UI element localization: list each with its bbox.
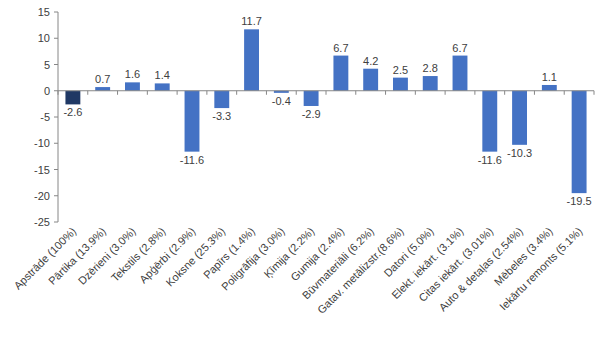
bar: [155, 83, 170, 90]
data-label: 2.8: [423, 62, 438, 74]
bars: [65, 29, 586, 193]
data-label: 6.7: [452, 42, 467, 54]
y-tick: [54, 117, 58, 118]
chart-container: -25 -20 -15 -10 -5 0 5 10 15 -2.6 0.7 1.6 1.4 -11.6 -3…: [0, 0, 600, 344]
x-tick: [326, 91, 327, 95]
data-label: 1.4: [155, 69, 170, 81]
x-tick: [445, 91, 446, 95]
bar: [333, 56, 348, 91]
x-tick: [236, 91, 237, 95]
bar: [482, 91, 497, 152]
x-tick: [385, 91, 386, 95]
x-tick: [147, 91, 148, 95]
x-tick: [415, 91, 416, 95]
data-label: -10.3: [507, 147, 532, 159]
bar: [125, 82, 140, 90]
x-tick: [296, 91, 297, 95]
x-tick-label: Iekārtu remonts (5.1%): [497, 225, 585, 313]
bar: [65, 91, 80, 105]
x-tick: [474, 91, 475, 95]
x-tick: [177, 91, 178, 95]
bar: [423, 76, 438, 91]
data-label: -2.9: [302, 108, 321, 120]
y-tick: [54, 12, 58, 13]
x-tick: [87, 91, 88, 95]
x-tick: [355, 91, 356, 95]
data-label: 4.2: [363, 55, 378, 67]
bar: [542, 85, 557, 91]
data-label: 11.7: [241, 15, 262, 27]
data-label: 2.5: [393, 64, 408, 76]
data-label: -3.3: [212, 110, 231, 122]
y-tick: [54, 64, 58, 65]
data-label: -2.6: [63, 106, 82, 118]
bar: [512, 91, 527, 145]
x-tick: [266, 91, 267, 95]
y-tick-label: -25: [34, 216, 50, 228]
y-tick-label: 0: [44, 85, 50, 97]
bar: [244, 29, 259, 90]
bar: [214, 91, 229, 108]
bar: [363, 69, 378, 91]
data-label: -11.6: [478, 154, 502, 166]
y-tick-label: -15: [34, 164, 50, 176]
y-tick-label: -5: [40, 111, 50, 123]
data-label: -0.4: [272, 95, 291, 107]
x-tick-label: Ķīmija (2.2%): [261, 225, 316, 280]
y-tick: [54, 143, 58, 144]
y-tick-label: 10: [38, 32, 50, 44]
y-tick: [54, 38, 58, 39]
y-tick: [54, 222, 58, 223]
x-tick: [504, 91, 505, 95]
y-tick: [54, 169, 58, 170]
y-tick: [54, 90, 58, 91]
x-tick: [117, 91, 118, 95]
y-tick-label: 5: [44, 59, 50, 71]
x-tick: [594, 91, 595, 95]
data-label: 6.7: [333, 42, 348, 54]
bar: [393, 78, 408, 91]
data-label: 1.6: [125, 68, 140, 80]
x-tick: [534, 91, 535, 95]
y-tick: [54, 195, 58, 196]
y-tick-label: 15: [38, 6, 50, 18]
data-label: 1.1: [542, 71, 557, 83]
bar: [304, 91, 319, 106]
data-label: 0.7: [95, 73, 110, 85]
y-tick-label: -20: [34, 190, 50, 202]
bar: [185, 91, 200, 152]
x-tick: [58, 91, 59, 95]
y-tick-label: -10: [34, 137, 50, 149]
x-tick-label: Papīrs (1.4%): [201, 225, 257, 281]
data-label: -11.6: [180, 154, 204, 166]
data-label: -19.5: [567, 195, 592, 207]
bar: [572, 91, 587, 193]
bar: [453, 56, 468, 91]
bar: [95, 87, 110, 91]
chart: -25 -20 -15 -10 -5 0 5 10 15 -2.6 0.7 1.6 1.4 -11.6 -3…: [0, 0, 600, 344]
x-tick: [206, 91, 207, 95]
x-tick: [564, 91, 565, 95]
